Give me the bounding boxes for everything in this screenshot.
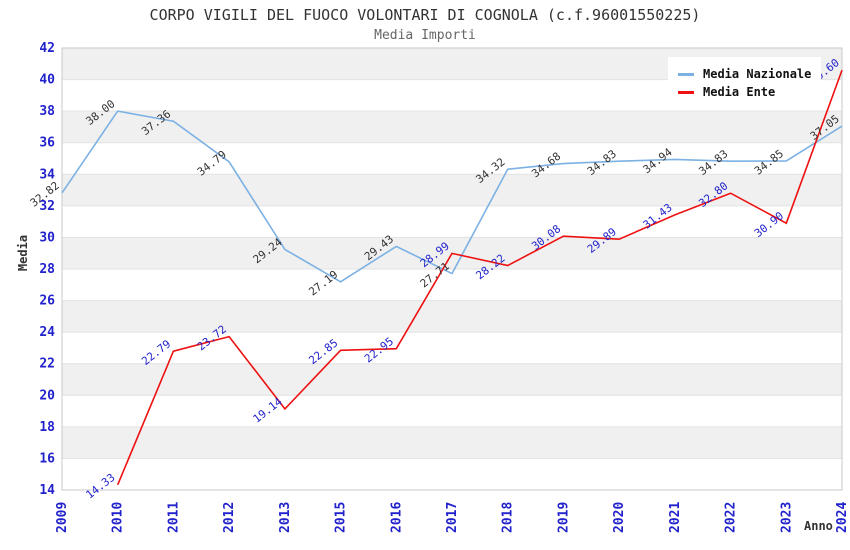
- x-tick-label: 2011: [166, 502, 181, 533]
- y-tick-label: 40: [39, 73, 55, 88]
- plot-band: [62, 363, 842, 396]
- y-tick-label: 20: [39, 388, 55, 403]
- y-tick-label: 36: [39, 136, 55, 151]
- y-tick-label: 24: [39, 325, 55, 340]
- media-nazionale-swatch-icon: [678, 72, 694, 76]
- series-line-media-ente: [116, 69, 843, 486]
- plot-border: [61, 47, 843, 491]
- x-tick-label: 2012: [222, 502, 237, 533]
- plot-band: [62, 142, 842, 175]
- x-tick-label: 2010: [111, 502, 126, 533]
- y-tick-label: 28: [39, 262, 55, 277]
- plot-band: [62, 458, 842, 490]
- chart-subtitle: Media Importi: [374, 28, 476, 43]
- plot-band: [62, 111, 842, 143]
- legend-item-media-ente: Media Ente: [678, 85, 811, 99]
- plot-band: [62, 332, 842, 364]
- y-tick-label: 30: [39, 230, 55, 245]
- y-tick-label: 16: [39, 451, 55, 466]
- x-tick-label: 2023: [779, 502, 794, 533]
- x-tick-label: 2018: [501, 502, 516, 533]
- y-tick-label: 32: [39, 199, 55, 214]
- x-tick-label: 2024: [835, 502, 850, 533]
- x-tick-label: 2022: [724, 502, 739, 533]
- y-tick-label: 26: [39, 294, 55, 309]
- y-tick-label: 14: [39, 483, 55, 498]
- plot-band: [62, 205, 842, 238]
- legend-item-media-nazionale: Media Nazionale: [678, 67, 811, 81]
- x-tick-label: 2013: [278, 502, 293, 533]
- legend-label: Media Nazionale: [703, 67, 812, 81]
- chart-title: CORPO VIGILI DEL FUOCO VOLONTARI DI COGN…: [149, 6, 701, 24]
- y-tick-label: 22: [39, 357, 55, 372]
- x-tick-label: 2020: [612, 502, 627, 533]
- x-tick-label: 2019: [556, 502, 571, 533]
- x-tick-label: 2009: [55, 502, 70, 533]
- y-tick-label: 38: [39, 104, 55, 119]
- legend-label: Media Ente: [703, 85, 776, 99]
- y-tick-label: 34: [39, 167, 55, 182]
- x-tick-label: 2015: [334, 502, 349, 533]
- x-tick-label: 2021: [668, 502, 683, 533]
- x-tick-label: 2016: [389, 502, 404, 533]
- plot-band: [62, 300, 842, 333]
- y-tick-label: 42: [39, 41, 55, 56]
- series-line-media-nazionale: [61, 110, 843, 283]
- x-axis-title: Anno: [804, 519, 833, 533]
- legend: Media Nazionale Media Ente: [668, 57, 822, 110]
- x-tick-label: 2017: [445, 502, 460, 533]
- y-axis-title: Media: [16, 234, 30, 272]
- media-ente-swatch-icon: [678, 90, 694, 94]
- plot-band: [62, 395, 842, 427]
- plot-band: [62, 426, 842, 459]
- y-tick-label: 18: [39, 420, 55, 435]
